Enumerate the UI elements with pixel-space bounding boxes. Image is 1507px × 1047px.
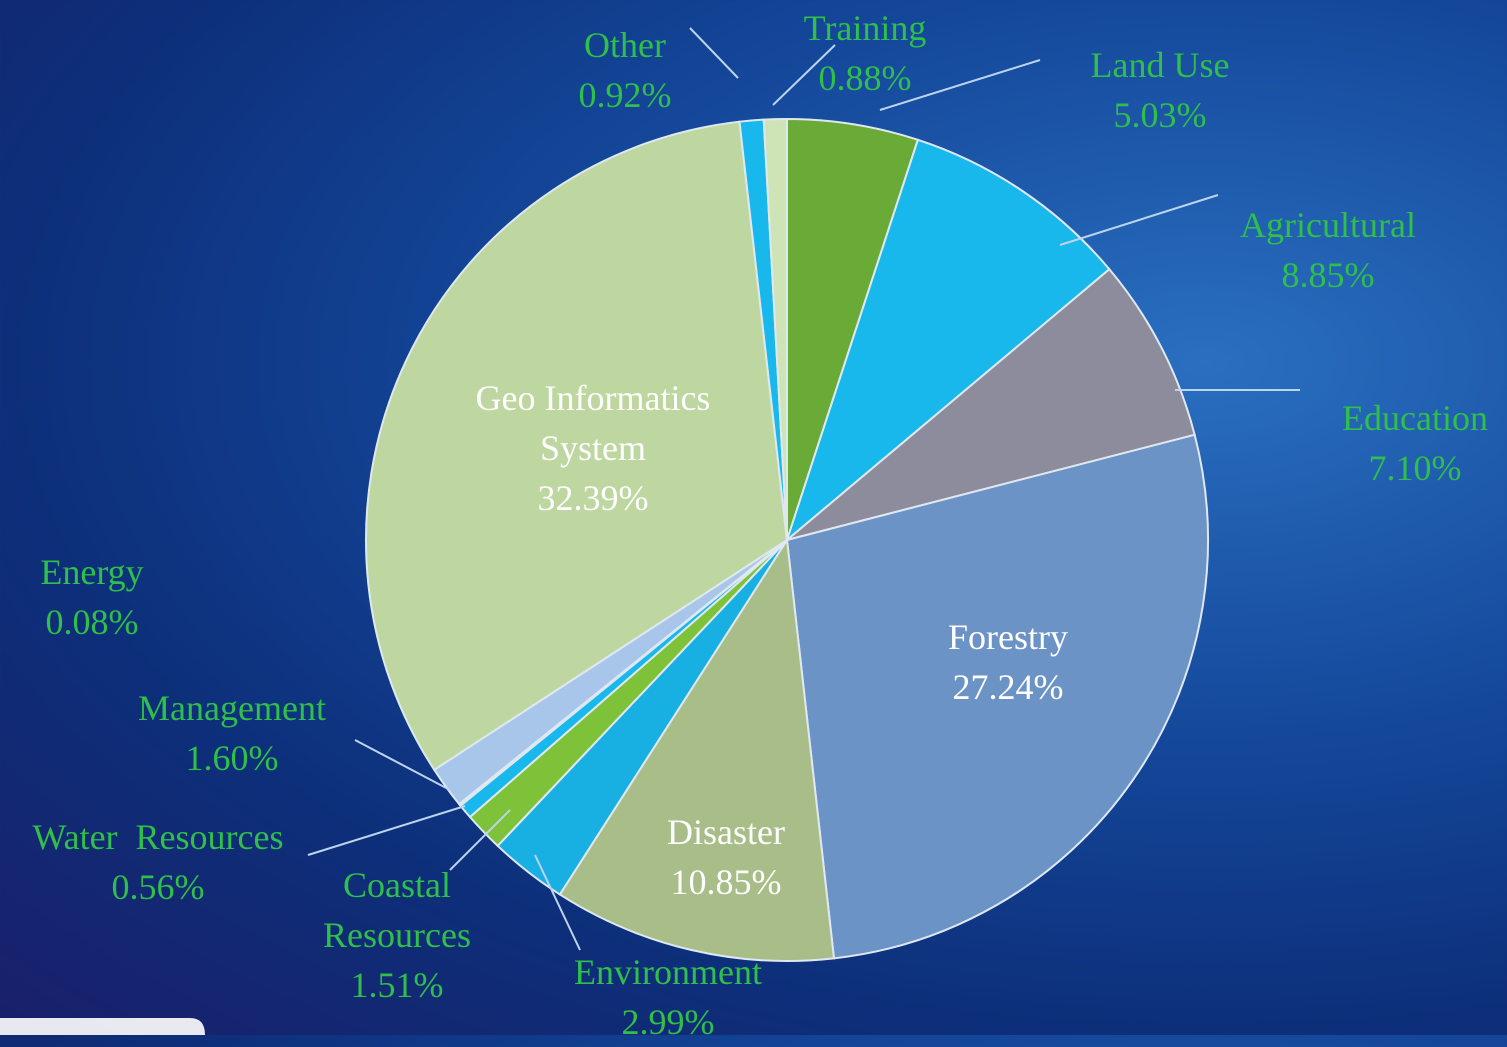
pie-slice: [786, 267, 1196, 541]
pie-slice: [785, 433, 1209, 960]
slice-label: Disaster 10.85%: [667, 807, 785, 907]
value-label: 0.08%: [45, 602, 139, 642]
slice-label: Energy 0.08%: [40, 547, 143, 647]
value-label: 32.39%: [537, 478, 649, 518]
leader-line: [354, 739, 451, 791]
leader-line: [1059, 194, 1219, 246]
category-label: Agricultural: [1240, 205, 1416, 245]
slice-label: Training 0.88%: [804, 3, 927, 103]
slice-label: Agricultural 8.85%: [1240, 200, 1416, 300]
value-label: 1.60%: [185, 738, 279, 778]
slice-label: Geo Informatics System 32.39%: [443, 373, 743, 523]
category-label: Land Use: [1090, 45, 1230, 85]
slice-label: Water Resources 0.56%: [33, 812, 284, 912]
pie-slice: [365, 120, 789, 772]
slice-label: Forestry 27.24%: [948, 612, 1068, 712]
slice-label: Other 0.92%: [579, 20, 672, 120]
pie-slice: [762, 117, 788, 541]
slice-label: Environment 2.99%: [574, 947, 762, 1047]
value-label: 1.51%: [350, 965, 444, 1005]
leader-line: [689, 27, 739, 79]
category-label: Water Resources: [32, 817, 284, 857]
leader-line: [307, 805, 466, 856]
leader-line: [879, 59, 1041, 111]
value-label: 2.99%: [621, 1002, 715, 1042]
category-label: Forestry: [948, 617, 1068, 657]
pie-slice: [784, 138, 1111, 544]
category-label: Education: [1342, 398, 1488, 438]
value-label: 0.56%: [111, 867, 205, 907]
value-label: 27.24%: [952, 667, 1064, 707]
leader-line: [772, 44, 836, 106]
value-label: 7.10%: [1368, 448, 1462, 488]
category-label: Coastal Resources: [323, 865, 471, 955]
pie-slice: [558, 537, 836, 962]
value-label: 5.03%: [1113, 95, 1207, 135]
value-label: 10.85%: [670, 862, 782, 902]
category-label: Environment: [574, 952, 762, 992]
category-label: Geo Informatics System: [475, 378, 711, 468]
category-label: Management: [138, 688, 326, 728]
slice-label: Land Use 5.03%: [1091, 40, 1230, 140]
leader-line: [534, 854, 581, 951]
category-label: Training: [803, 8, 927, 48]
category-label: Other: [584, 25, 666, 65]
slice-label: Education 7.10%: [1342, 393, 1488, 493]
logo-fragment: [0, 1018, 205, 1035]
slice-label: Management 1.60%: [138, 683, 326, 783]
slice-label: Coastal Resources 1.51%: [302, 860, 492, 1010]
value-label: 8.85%: [1281, 255, 1375, 295]
category-label: Energy: [40, 552, 144, 592]
leader-line: [449, 809, 511, 871]
value-label: 0.88%: [818, 58, 912, 98]
value-label: 0.92%: [578, 75, 672, 115]
category-label: Disaster: [667, 812, 785, 852]
